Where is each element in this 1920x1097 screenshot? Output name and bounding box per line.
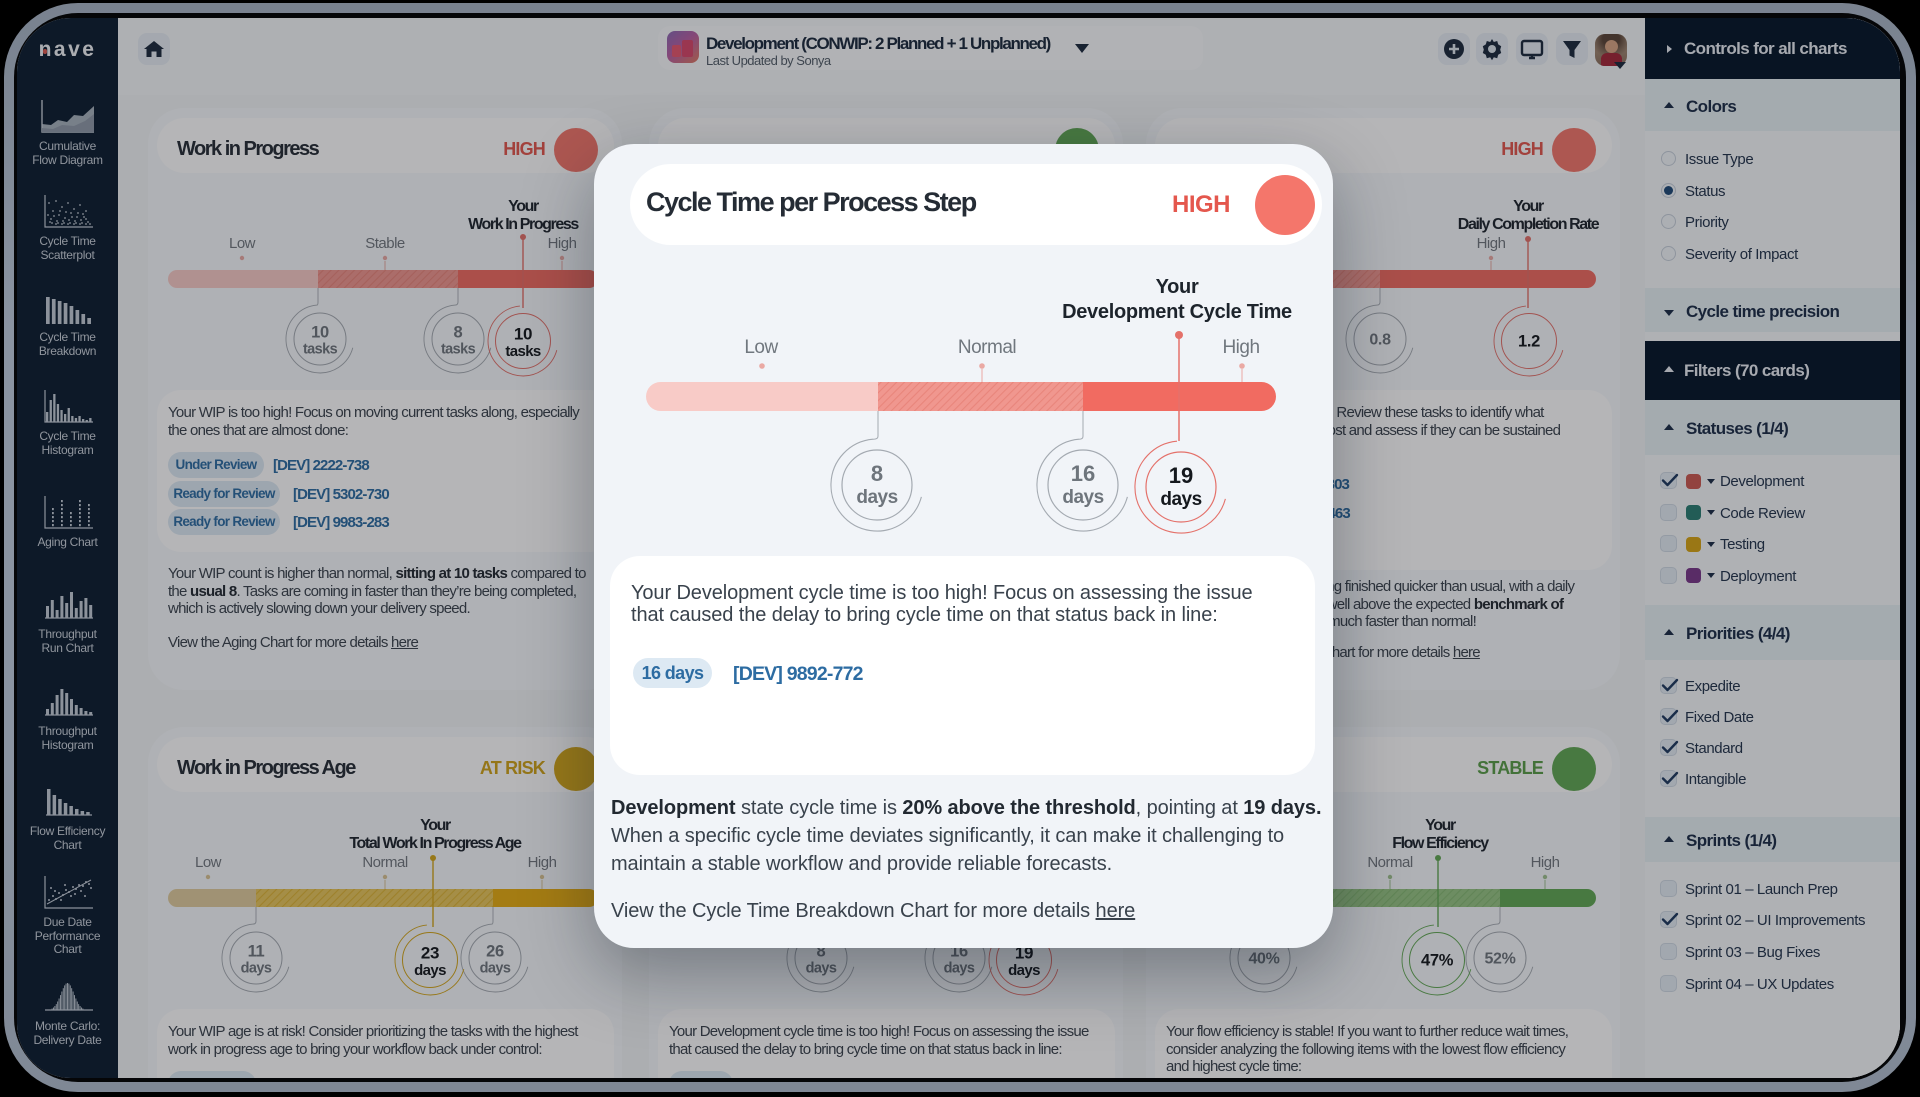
svg-text:Normal: Normal [1367, 854, 1413, 871]
svg-text:days: days [414, 962, 446, 979]
svg-text:tasks: tasks [303, 342, 338, 358]
svg-text:11: 11 [248, 943, 265, 961]
svg-text:days: days [480, 961, 511, 977]
svg-text:26: 26 [486, 943, 504, 961]
svg-text:Stable: Stable [365, 235, 405, 252]
svg-text:Low: Low [744, 337, 778, 358]
svg-text:19: 19 [1169, 463, 1193, 488]
svg-text:Normal: Normal [362, 854, 408, 871]
svg-text:Work In Progress: Work In Progress [468, 216, 579, 233]
svg-text:10: 10 [311, 324, 329, 342]
svg-text:1.2: 1.2 [1518, 333, 1540, 351]
svg-text:Your: Your [420, 817, 451, 834]
svg-text:days: days [856, 487, 897, 508]
svg-text:47%: 47% [1421, 952, 1454, 970]
svg-text:10: 10 [514, 325, 532, 344]
svg-text:days: days [1160, 489, 1201, 510]
svg-text:Your: Your [1425, 817, 1456, 834]
svg-text:Your: Your [508, 198, 539, 215]
svg-text:23: 23 [421, 944, 439, 963]
svg-text:52%: 52% [1484, 951, 1515, 968]
svg-text:days: days [241, 961, 272, 977]
svg-text:Normal: Normal [958, 337, 1016, 358]
svg-text:8: 8 [871, 461, 883, 486]
svg-text:Flow Efficiency: Flow Efficiency [1392, 835, 1489, 852]
svg-text:40%: 40% [1248, 951, 1279, 968]
svg-text:High: High [528, 854, 557, 871]
svg-text:days: days [1062, 487, 1103, 508]
svg-text:tasks: tasks [505, 343, 541, 360]
svg-text:days: days [806, 961, 837, 977]
svg-text:Low: Low [195, 854, 222, 871]
svg-text:0.8: 0.8 [1369, 332, 1391, 349]
svg-text:Daily Completion Rate: Daily Completion Rate [1458, 216, 1600, 233]
svg-text:19: 19 [1015, 944, 1033, 963]
svg-text:Your: Your [1156, 276, 1199, 298]
svg-text:High: High [1477, 235, 1506, 252]
svg-text:High: High [1531, 854, 1560, 871]
svg-text:16: 16 [1071, 461, 1095, 486]
svg-text:Your: Your [1513, 198, 1544, 215]
svg-text:days: days [1008, 962, 1040, 979]
svg-text:High: High [1222, 337, 1259, 358]
svg-text:8: 8 [454, 324, 463, 342]
svg-text:Low: Low [229, 235, 256, 252]
svg-text:Total Work In Progress Age: Total Work In Progress Age [349, 835, 522, 852]
svg-text:days: days [944, 961, 975, 977]
svg-text:tasks: tasks [441, 342, 476, 358]
svg-text:High: High [548, 235, 577, 252]
svg-text:8: 8 [817, 943, 826, 961]
svg-text:Development Cycle Time: Development Cycle Time [1062, 301, 1292, 323]
